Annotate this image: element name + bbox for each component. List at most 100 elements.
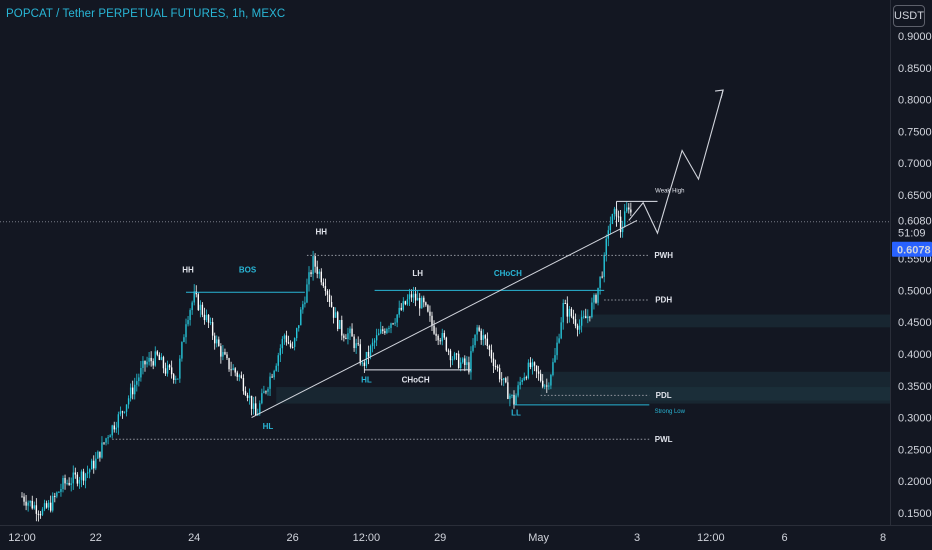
candle-body (211, 322, 214, 336)
candle-body (578, 325, 581, 330)
x-tick-label: 22 (90, 532, 102, 544)
candle-body (39, 514, 42, 516)
candle-body (611, 213, 614, 224)
candle-body (414, 293, 417, 301)
candle-body (160, 357, 163, 360)
projection-arrowhead (715, 89, 724, 99)
candle-body (527, 362, 530, 379)
candle-body (267, 388, 269, 392)
candle-body (564, 302, 566, 304)
candle-body (91, 460, 93, 470)
candle-body (324, 286, 327, 291)
candle-body (285, 335, 288, 343)
candle-body (367, 351, 370, 357)
candle-body (556, 342, 558, 356)
candle-body (78, 479, 81, 484)
candle-body (207, 314, 210, 323)
last-price-value: 0.6080 (898, 216, 932, 228)
candle-body (76, 474, 79, 484)
candle-body (492, 358, 495, 366)
countdown-value: 51:09 (898, 228, 926, 240)
candle-body (384, 331, 386, 333)
candle-body (314, 256, 316, 267)
candle-body (404, 301, 407, 305)
candle-body (425, 302, 427, 306)
candle-body (146, 361, 148, 365)
candle-body (107, 437, 109, 439)
candle-body (535, 365, 538, 372)
candle-body (175, 378, 177, 380)
candle-body (388, 327, 390, 329)
candle-body (562, 302, 564, 323)
candle-body (470, 351, 472, 373)
candle-body (375, 335, 378, 341)
y-tick-label: 0.4000 (898, 349, 932, 361)
candle-body (345, 337, 347, 340)
candle-body (45, 503, 48, 508)
candle-body (359, 344, 361, 364)
candle-body (117, 414, 120, 428)
projection-path (628, 89, 724, 235)
candle-body (576, 325, 579, 330)
candle-body (589, 316, 591, 318)
candle-body (121, 411, 124, 413)
candle-body (568, 308, 571, 317)
annotation-label: LL (511, 409, 521, 418)
candle-body (74, 472, 76, 475)
candle-body (494, 365, 497, 367)
candle-body (468, 362, 470, 373)
candle-body (302, 304, 304, 310)
candle-body (429, 311, 431, 316)
candle-body (343, 335, 345, 338)
candle-body (220, 346, 222, 357)
candle-body (23, 496, 25, 502)
candle-body (154, 351, 156, 366)
candle-body (484, 335, 486, 339)
candle-body (427, 305, 429, 312)
candle-body (238, 375, 240, 377)
candle-body (337, 312, 339, 329)
x-tick-label: 12:00 (8, 532, 36, 544)
candle-body (115, 427, 117, 430)
candle-body (316, 266, 318, 274)
x-tick-label: 26 (286, 532, 298, 544)
currency-button[interactable]: USDT (893, 5, 925, 27)
candle-body (525, 377, 527, 379)
candle-body (52, 495, 54, 511)
candle-body (513, 394, 515, 405)
candle-body (64, 478, 66, 484)
candle-body (261, 393, 263, 404)
candle-body (82, 471, 85, 481)
candle-body (439, 340, 441, 342)
candle-body (441, 333, 443, 342)
candle-body (152, 361, 154, 366)
candle-body (396, 314, 398, 323)
candle-body (386, 328, 388, 333)
candle-body (357, 343, 359, 345)
candle-body (66, 482, 68, 484)
candle-body (173, 374, 175, 380)
candle-body (291, 346, 294, 348)
x-tick-label: 24 (188, 532, 200, 544)
candle-body (170, 367, 173, 375)
candle-body (80, 471, 83, 480)
candle-body (509, 395, 511, 399)
candle-body (630, 209, 632, 213)
candle-body (31, 500, 33, 509)
annotation-label: PWH (654, 251, 673, 260)
candle-body (353, 336, 355, 349)
candle-body (197, 294, 199, 310)
candle-body (511, 394, 513, 396)
candle-body (148, 357, 150, 362)
candle-body (580, 316, 583, 326)
y-tick-label: 0.8500 (898, 63, 932, 75)
candle-body (312, 256, 314, 275)
candle-body (503, 378, 505, 380)
candle-body (125, 404, 128, 412)
candle-body (242, 377, 245, 392)
candle-body (449, 350, 452, 361)
candle-body (552, 362, 554, 375)
